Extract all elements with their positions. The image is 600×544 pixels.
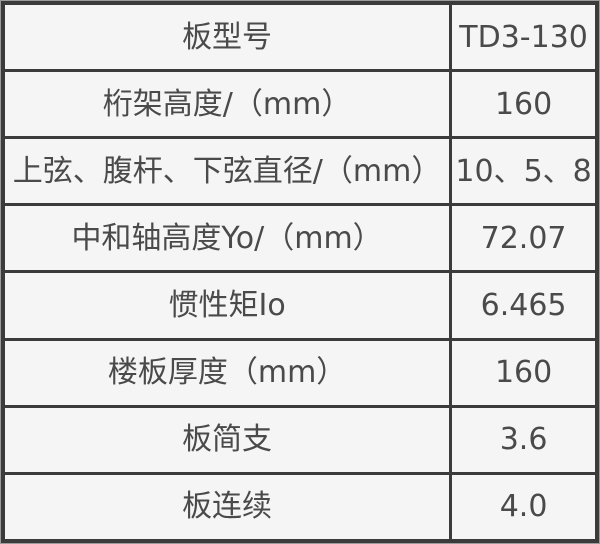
spec-label: 惯性矩Io — [1, 270, 453, 341]
spec-value: TD3-130 — [449, 1, 599, 73]
table-row: 惯性矩Io 6.465 — [1, 270, 599, 341]
spec-value: 10、5、8 — [449, 136, 599, 207]
spec-label: 中和轴高度Yo/（mm） — [1, 203, 453, 274]
table-row: 板简支 3.6 — [1, 404, 599, 475]
table-row: 板连续 4.0 — [1, 471, 599, 543]
table-row: 中和轴高度Yo/（mm） 72.07 — [1, 203, 599, 274]
table-row: 上弦、腹杆、下弦直径/（mm） 10、5、8 — [1, 136, 599, 207]
spec-value: 4.0 — [449, 471, 599, 543]
spec-label: 上弦、腹杆、下弦直径/（mm） — [1, 136, 453, 207]
spec-value: 3.6 — [449, 404, 599, 475]
spec-label: 板型号 — [1, 1, 453, 73]
table-row: 板型号 TD3-130 — [1, 1, 599, 73]
spec-label: 板连续 — [1, 471, 453, 543]
spec-value: 6.465 — [449, 270, 599, 341]
table-row: 楼板厚度（mm） 160 — [1, 337, 599, 408]
spec-value: 160 — [449, 69, 599, 140]
spec-label: 板简支 — [1, 404, 453, 475]
spec-label: 楼板厚度（mm） — [1, 337, 453, 408]
table-row: 桁架高度/（mm） 160 — [1, 69, 599, 140]
spec-value: 72.07 — [449, 203, 599, 274]
spec-label: 桁架高度/（mm） — [1, 69, 453, 140]
spec-value: 160 — [449, 337, 599, 408]
